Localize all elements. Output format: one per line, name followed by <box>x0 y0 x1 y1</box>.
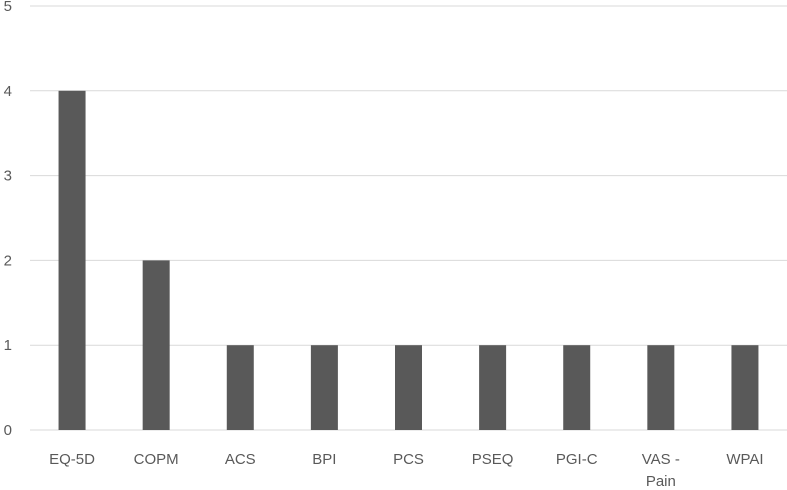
x-category-label-line: WPAI <box>726 451 763 468</box>
x-category-label: PGI-C <box>556 451 598 468</box>
x-category-label-line: EQ-5D <box>49 451 95 468</box>
x-category-label: WPAI <box>726 451 763 468</box>
y-tick-label: 0 <box>4 422 12 439</box>
bar-4 <box>395 345 422 430</box>
y-tick-label: 3 <box>4 168 12 185</box>
x-category-label: PSEQ <box>472 451 514 468</box>
bar-7 <box>647 345 675 430</box>
x-category-label: COPM <box>134 451 179 468</box>
bar-0 <box>58 90 86 431</box>
x-axis-category-labels: EQ-5D COPM ACS BPI PCS PSEQ PGI-C VAS - Pain WPAI <box>49 451 763 490</box>
x-category-label-line: ACS <box>225 451 256 468</box>
x-category-label-line: PGI-C <box>556 451 598 468</box>
y-axis-tick-labels: 0 1 2 3 4 5 <box>4 0 12 439</box>
bar-3 <box>310 345 338 430</box>
x-category-label-line: VAS - <box>642 451 680 468</box>
x-category-label: BPI <box>312 451 336 468</box>
x-category-label-line: PSEQ <box>472 451 514 468</box>
y-tick-label: 4 <box>4 83 12 100</box>
y-tick-label: 1 <box>4 337 12 354</box>
x-category-label-line: COPM <box>134 451 179 468</box>
x-category-label: EQ-5D <box>49 451 95 468</box>
bars <box>58 90 759 431</box>
y-tick-label: 2 <box>4 252 12 269</box>
x-category-label-line: PCS <box>393 451 424 468</box>
x-category-label-line: BPI <box>312 451 336 468</box>
bar-2 <box>226 345 254 430</box>
x-category-label: PCS <box>393 451 424 468</box>
y-tick-label: 5 <box>4 0 12 15</box>
bar-6 <box>563 345 591 430</box>
bar-5 <box>479 345 507 430</box>
bar-8 <box>731 345 759 430</box>
x-category-label: ACS <box>225 451 256 468</box>
x-category-label: VAS - Pain <box>642 451 680 490</box>
bar-1 <box>142 260 170 430</box>
x-category-label-line: Pain <box>646 473 676 490</box>
